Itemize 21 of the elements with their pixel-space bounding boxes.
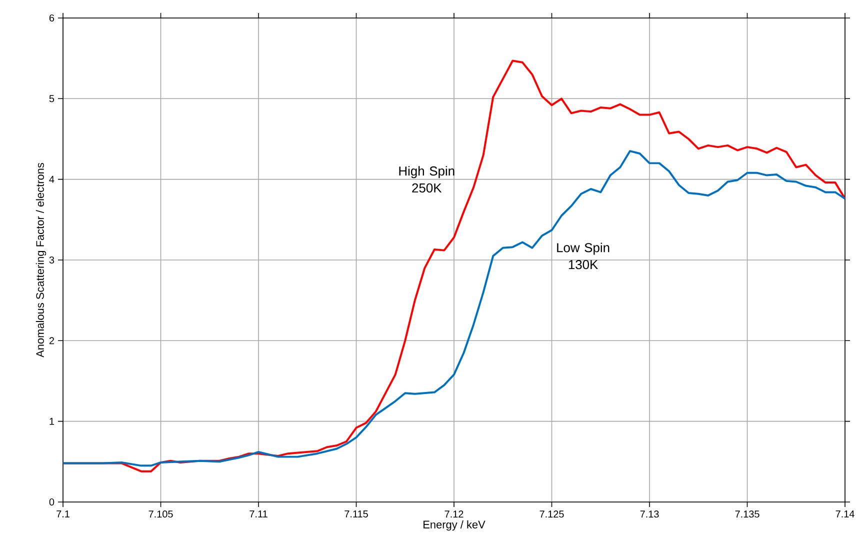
x-tick-label: 7.14 — [836, 510, 854, 518]
x-tick-label: 7.135 — [735, 510, 760, 518]
line-series — [62, 150, 846, 467]
series-label: High Spin 250K — [399, 166, 454, 193]
y-tick-label: 2 — [49, 337, 54, 344]
x-tick-label: 7.115 — [344, 510, 368, 518]
x-tick-label: 7.11 — [250, 510, 268, 518]
series-label: Low Spin 130K — [557, 242, 610, 270]
x-tick-label: 7.105 — [148, 510, 173, 518]
x-axis-title: Energy / keV — [424, 520, 486, 531]
y-tick-label: 1 — [50, 418, 54, 425]
y-tick-label: 3 — [49, 256, 54, 264]
y-tick-label: 5 — [49, 95, 54, 102]
x-tick-label: 7.1 — [56, 510, 70, 518]
y-tick-label: 6 — [49, 14, 54, 22]
y-tick-label: 0 — [49, 498, 54, 506]
y-axis-title: Anomalous Scattering Factor / electrons — [36, 162, 46, 358]
x-tick-label: 7.13 — [640, 510, 659, 518]
y-tick-label: 4 — [49, 176, 54, 183]
x-tick-label: 7.125 — [540, 510, 564, 518]
x-tick-label: 7.12 — [444, 510, 464, 518]
